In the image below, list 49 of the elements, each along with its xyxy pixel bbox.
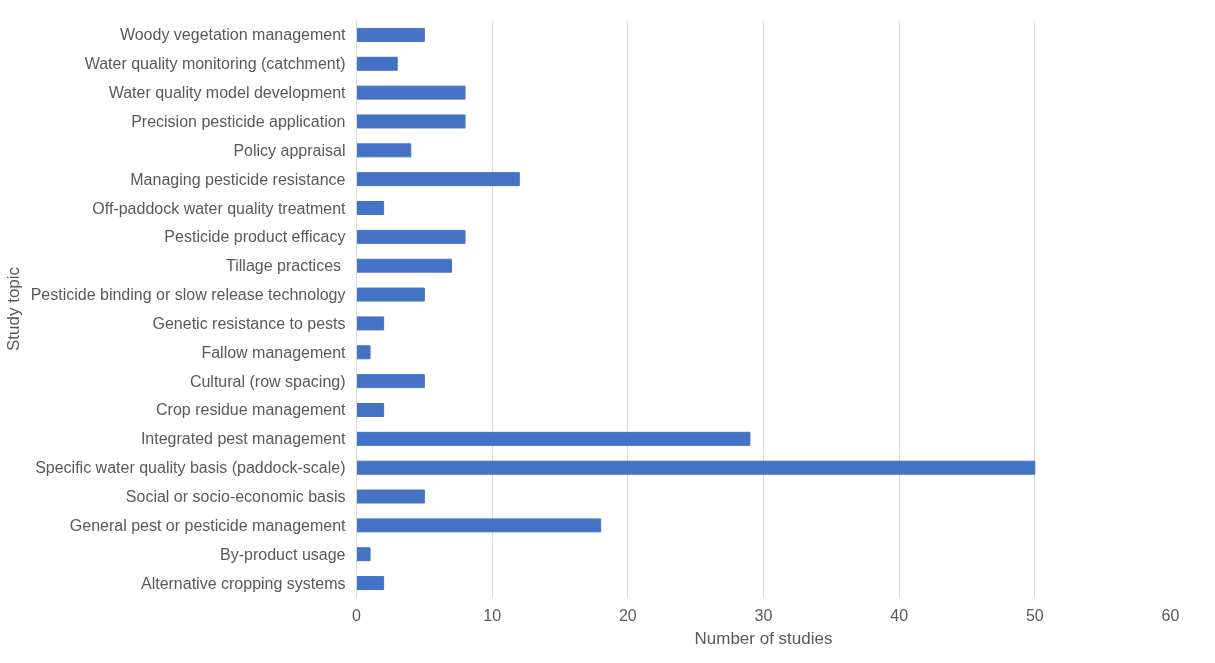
bar: [356, 316, 385, 331]
bar: [356, 27, 425, 42]
bar: [356, 576, 385, 591]
y-tick-label: Alternative cropping systems: [140, 574, 346, 592]
bar: [356, 258, 452, 273]
bar: [356, 489, 425, 504]
y-tick-label: Tillage practices: [226, 257, 342, 275]
y-axis-title: Study topic: [3, 266, 23, 352]
y-tick-label: Water quality monitoring (catchment): [84, 55, 346, 73]
bar: [356, 460, 1036, 475]
bar: [356, 143, 412, 158]
y-tick-label: Social or socio-economic basis: [125, 488, 346, 506]
bar: [356, 201, 385, 216]
y-tick-label: Policy appraisal: [233, 141, 346, 159]
y-tick-label: General pest or pesticide management: [69, 516, 347, 534]
x-tick-label: 0: [352, 606, 362, 624]
bar: [356, 402, 385, 417]
y-tick-label: Managing pesticide resistance: [130, 170, 346, 188]
bar: [356, 172, 520, 187]
x-tick-label: 40: [890, 606, 909, 624]
y-tick-label: Off-paddock water quality treatment: [92, 199, 347, 217]
x-tick-label: 10: [483, 606, 502, 624]
x-tick-label: 50: [1025, 606, 1044, 624]
bar: [356, 374, 425, 389]
bar: [356, 287, 425, 302]
y-tick-label: Crop residue management: [156, 401, 347, 419]
bar: [356, 518, 602, 533]
bar: [356, 56, 398, 71]
y-tick-label: Integrated pest management: [140, 430, 347, 448]
y-tick-label: Cultural (row spacing): [189, 372, 346, 390]
x-tick-label: 60: [1161, 606, 1180, 624]
x-axis-title: Number of studies: [694, 628, 833, 648]
y-tick-label: Specific water quality basis (paddock-scale): [35, 459, 346, 477]
bar: [356, 345, 371, 360]
y-tick-label: Pesticide binding or slow release technology: [30, 286, 346, 304]
y-tick-label: By-product usage: [220, 545, 346, 563]
bar: [356, 114, 466, 129]
y-tick-label: Pesticide product efficacy: [164, 228, 346, 246]
x-tick-label: 20: [618, 606, 637, 624]
y-tick-label: Woody vegetation management: [119, 26, 347, 44]
y-tick-label: Water quality model development: [108, 84, 347, 102]
y-tick-label: Fallow management: [201, 343, 347, 361]
bar: [356, 547, 371, 562]
y-tick-label: Genetic resistance to pests: [152, 314, 346, 332]
x-tick-label: 30: [754, 606, 773, 624]
bar: [356, 85, 466, 100]
y-tick-label: Precision pesticide application: [131, 112, 346, 130]
bar: [356, 229, 466, 244]
bar: [356, 431, 751, 446]
